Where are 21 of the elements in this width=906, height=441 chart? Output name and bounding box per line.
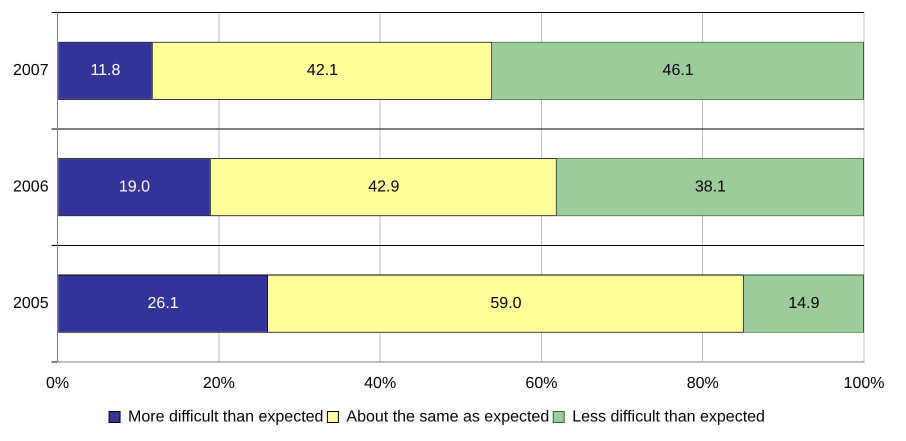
legend-label: About the same as expected	[346, 408, 550, 426]
data-label: 42.1	[306, 62, 338, 80]
x-tick-label: 20%	[202, 374, 235, 392]
x-tick-label: 0%	[46, 374, 70, 392]
legend-label: Less difficult than expected	[572, 408, 765, 426]
data-label: 14.9	[788, 295, 820, 312]
x-tick-label: 40%	[364, 374, 396, 392]
x-tick-label: 80%	[686, 374, 719, 392]
data-label: 42.9	[368, 178, 400, 196]
y-tick-label: 2006	[13, 178, 49, 196]
data-label: 11.8	[90, 62, 120, 80]
y-tick-label: 2005	[13, 295, 49, 312]
data-label: 19.0	[118, 178, 150, 196]
data-label: 38.1	[694, 178, 726, 196]
x-tick-label: 100%	[844, 374, 884, 392]
data-label: 59.0	[490, 295, 522, 312]
data-label: 46.1	[662, 62, 694, 80]
y-tick-label: 2007	[13, 62, 49, 80]
data-label: 26.1	[148, 295, 179, 312]
legend-label: More difficult than expected	[128, 408, 324, 426]
x-tick-label: 60%	[525, 374, 558, 392]
